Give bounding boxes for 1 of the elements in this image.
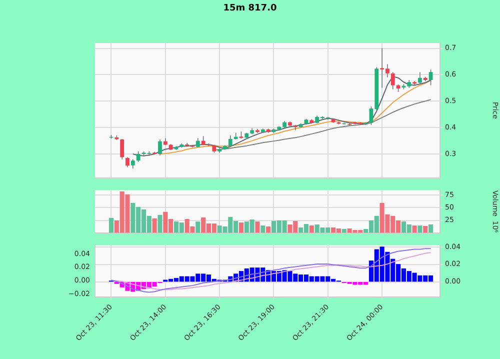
chart-title: 15m 817.0: [223, 3, 277, 14]
